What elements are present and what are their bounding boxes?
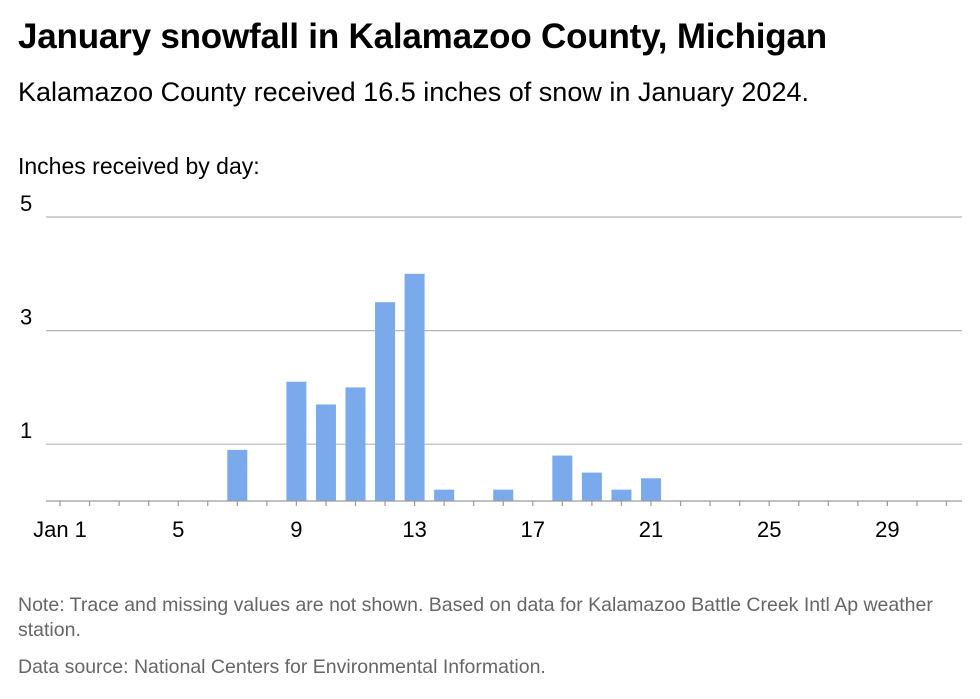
x-tick-label: 9: [290, 517, 302, 542]
x-tick-label: Jan 1: [33, 517, 87, 542]
y-tick-label: 3: [20, 305, 32, 330]
chart-note: Note: Trace and missing values are not s…: [18, 594, 933, 642]
data-source: Data source: National Centers for Enviro…: [18, 656, 546, 678]
y-tick-label: 1: [20, 418, 32, 443]
bar-day-9: [286, 381, 307, 501]
bar-day-7: [227, 449, 248, 501]
x-tick-label: 25: [757, 517, 781, 542]
bar-day-10: [315, 404, 336, 501]
x-tick-label: 21: [639, 517, 663, 542]
snowfall-bar-chart: 135 Jan 1 5 9 13 17 21 25 29: [20, 195, 962, 542]
x-tick-label: 13: [402, 517, 426, 542]
bar-day-21: [641, 478, 661, 501]
bar-day-19: [581, 472, 602, 501]
x-tick-label: 5: [172, 517, 184, 542]
grid-lines: 1 3 5: [20, 195, 962, 445]
x-tick-label: 29: [875, 517, 899, 542]
x-tick-label: 17: [521, 517, 545, 542]
bar-day-13: [404, 273, 425, 501]
chart-subtitle: Kalamazoo County received 16.5 inches of…: [18, 77, 809, 107]
bar-day-14: [434, 489, 455, 501]
y-axis-label: Inches received by day:: [18, 153, 260, 179]
bar-day-11: [345, 387, 366, 501]
chart-title: January snowfall in Kalamazoo County, Mi…: [18, 17, 827, 56]
bar-day-12: [375, 302, 396, 501]
y-tick-label: 5: [20, 195, 32, 216]
x-axis: Jan 1 5 9 13 17 21 25 29: [33, 500, 962, 542]
bar-day-18: [552, 455, 573, 501]
bar-day-20: [611, 489, 632, 501]
bar-day-16: [493, 489, 514, 501]
bars: [227, 273, 661, 501]
